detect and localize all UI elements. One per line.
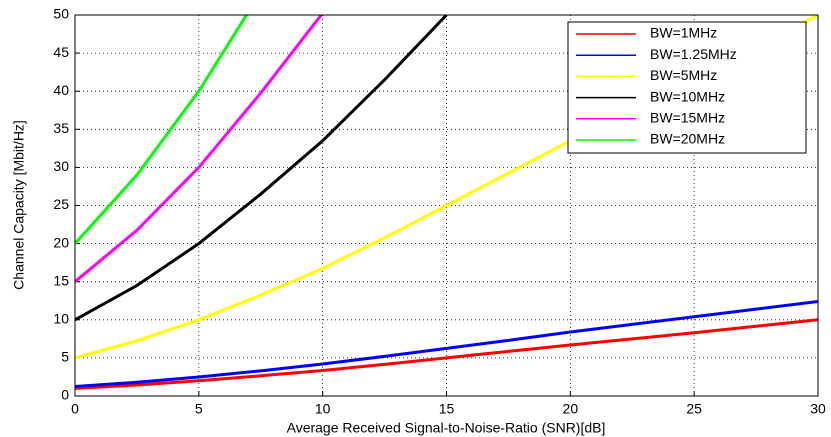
line-series — [75, 300, 818, 388]
legend-label: BW=15MHz — [650, 110, 725, 126]
y-tick-label: 20 — [53, 234, 69, 250]
x-tick-label: 10 — [315, 401, 331, 417]
y-tick-label: 25 — [53, 196, 69, 212]
x-tick-label: 30 — [810, 401, 826, 417]
legend-label: BW=1.25MHz — [650, 46, 737, 62]
y-tick-label: 45 — [53, 44, 69, 60]
x-tick-label: 20 — [563, 401, 579, 417]
line-series — [75, 318, 818, 390]
legend-label: BW=1MHz — [650, 25, 717, 41]
y-tick-label: 50 — [53, 6, 69, 22]
legend-label: BW=10MHz — [650, 88, 725, 104]
y-tick-label: 30 — [53, 158, 69, 174]
line-series — [75, 15, 324, 283]
y-tick-label: 40 — [53, 82, 69, 98]
y-tick-label: 15 — [53, 272, 69, 288]
y-axis-label: Channel Capacity [Mbit/Hz] — [11, 120, 27, 290]
y-tick-label: 5 — [61, 349, 69, 365]
legend-label: BW=20MHz — [650, 131, 725, 147]
x-tick-label: 0 — [71, 401, 79, 417]
plot-frame — [74, 14, 819, 397]
x-tick-label: 5 — [195, 401, 203, 417]
line-series — [75, 15, 249, 245]
x-tick-label: 25 — [686, 401, 702, 417]
y-tick-label: 0 — [61, 387, 69, 403]
x-axis-label: Average Received Signal-to-Noise-Ratio (… — [287, 420, 606, 436]
legend-box — [567, 21, 807, 154]
line-series — [75, 15, 448, 322]
y-tick-label: 10 — [53, 311, 69, 327]
plot-area — [75, 15, 818, 390]
y-tick-label: 35 — [53, 120, 69, 136]
x-tick-label: 15 — [439, 401, 455, 417]
legend-label: BW=5MHz — [650, 67, 717, 83]
